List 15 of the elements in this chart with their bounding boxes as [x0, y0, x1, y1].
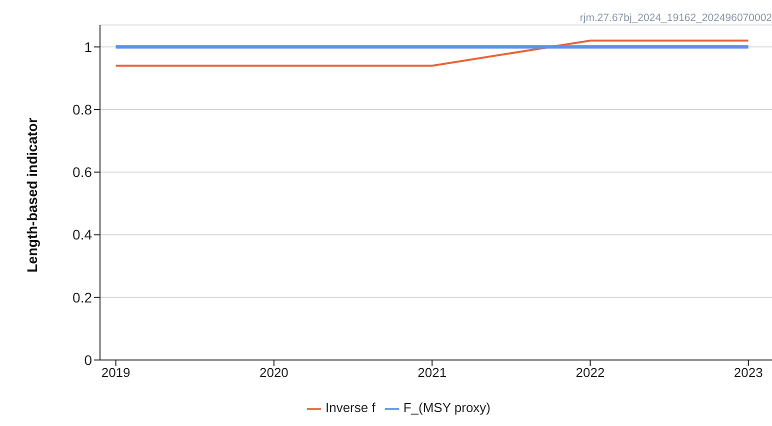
legend-label: F_(MSY proxy): [403, 400, 491, 415]
y-axis-title: Length-based indicator: [24, 117, 40, 272]
y-tick-label: 0: [84, 352, 92, 368]
text: rjm.27.67bj_2024_19162_202496070002: [580, 12, 772, 24]
legend-label: Inverse f: [325, 400, 376, 415]
x-tick-label: 2019: [101, 365, 130, 380]
y-tick-label: 0.4: [72, 226, 92, 243]
x-tick-label: 2021: [418, 365, 447, 380]
y-tick-label: 0.8: [72, 102, 92, 118]
x-tick-label: 2023: [734, 365, 763, 380]
x-tick-label: 2020: [259, 365, 288, 380]
x-tick-label: 2022: [576, 365, 605, 380]
y-tick-label: 0.2: [72, 289, 92, 306]
y-tick-label: 1: [84, 38, 92, 55]
y-tick-label: 0.6: [72, 164, 92, 180]
